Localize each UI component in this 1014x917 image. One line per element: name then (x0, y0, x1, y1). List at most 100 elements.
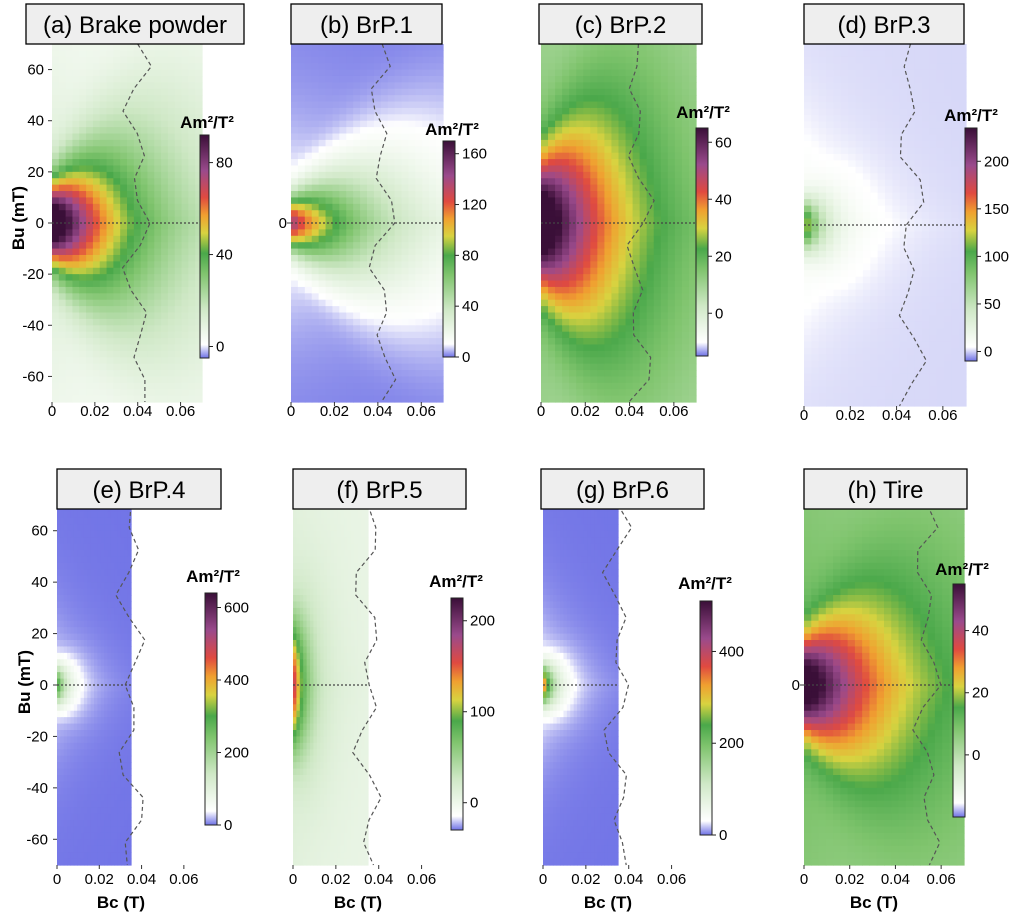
heatmap-cell (147, 344, 155, 352)
heatmap-cell (174, 223, 183, 230)
heatmap-cell (646, 242, 655, 250)
heatmap-cell (291, 159, 299, 167)
heatmap-cell (181, 293, 189, 301)
heatmap-cell (394, 152, 403, 160)
heatmap-cell (436, 306, 444, 314)
heatmap-cell (840, 250, 849, 258)
heatmap-cell (367, 254, 375, 262)
heatmap-cell (632, 280, 641, 288)
heatmap-cell (387, 274, 396, 282)
heatmap-cell (127, 75, 135, 83)
heatmap-cell (840, 205, 849, 213)
heatmap-cell (590, 69, 598, 77)
heatmap-cell (811, 50, 820, 58)
heatmap-cell (127, 229, 135, 237)
heatmap-cell (86, 139, 94, 147)
heatmap-cell (688, 216, 697, 224)
heatmap-cell (921, 399, 930, 407)
heatmap-cell (113, 312, 121, 320)
heatmap-cell (632, 395, 641, 403)
heatmap-cell (181, 223, 189, 230)
heatmap-cell (576, 395, 584, 403)
heatmap-cell (590, 203, 598, 211)
heatmap-cell (862, 121, 871, 129)
heatmap-cell (181, 82, 189, 90)
heatmap-cell (167, 88, 176, 96)
heatmap-cell (541, 254, 549, 262)
heatmap-cell (804, 128, 812, 136)
heatmap-cell (818, 82, 827, 90)
heatmap-cell (555, 376, 563, 384)
heatmap-cell (611, 331, 620, 339)
heatmap-cell (181, 312, 189, 320)
heatmap-cell (840, 160, 849, 168)
heatmap-cell (907, 263, 916, 271)
heatmap-cell (408, 133, 416, 141)
heatmap-cell (576, 197, 584, 205)
heatmap-cell (332, 152, 340, 160)
heatmap-cell (943, 244, 952, 252)
heatmap-cell (291, 223, 299, 230)
heatmap-cell (120, 382, 128, 390)
heatmap-cell (604, 50, 613, 58)
heatmap-cell (195, 331, 203, 339)
heatmap-cell (58, 127, 67, 135)
heatmap-cell (79, 338, 87, 346)
heatmap-cell (147, 171, 155, 179)
heatmap-cell (590, 312, 598, 320)
heatmap-cell (304, 331, 313, 339)
heatmap-cell (113, 338, 121, 346)
heatmap-cell (140, 114, 149, 122)
heatmap-cell (167, 191, 176, 199)
heatmap-cell (58, 88, 67, 96)
heatmap-cell (804, 399, 812, 407)
heatmap-cell (188, 139, 196, 147)
heatmap-cell (611, 350, 620, 358)
heatmap-cell (892, 302, 901, 310)
heatmap-cell (332, 254, 340, 262)
heatmap-cell (380, 261, 389, 269)
heatmap-cell (804, 69, 812, 77)
heatmap-cell (174, 133, 183, 141)
heatmap-cell (161, 159, 169, 167)
heatmap-cell (401, 95, 410, 103)
heatmap-cell (360, 344, 368, 352)
heatmap-cell (318, 101, 327, 109)
heatmap-cell (367, 88, 375, 96)
heatmap-cell (907, 212, 916, 220)
heatmap-cell (429, 248, 437, 256)
heatmap-cell (618, 267, 627, 275)
heatmap-cell (127, 331, 135, 339)
heatmap-cell (914, 199, 923, 207)
heatmap-cell (188, 370, 196, 378)
heatmap-cell (58, 267, 67, 275)
heatmap-cell (877, 328, 886, 336)
heatmap-cell (422, 191, 430, 199)
heatmap-cell (188, 382, 196, 390)
heatmap-cell (681, 312, 690, 320)
heatmap-cell (297, 306, 306, 314)
heatmap-cell (311, 370, 320, 378)
heatmap-cell (311, 88, 320, 96)
heatmap-cell (161, 312, 169, 320)
heatmap-cell (688, 127, 697, 135)
heatmap-cell (625, 95, 634, 103)
heatmap-cells (52, 44, 203, 403)
heatmap-cell (291, 395, 299, 403)
heatmap-cell (625, 44, 634, 51)
heatmap-cell (818, 399, 827, 407)
heatmap-cell (804, 309, 812, 317)
heatmap-cell (681, 159, 690, 167)
heatmap-cell (353, 184, 361, 192)
heatmap-cell (914, 328, 923, 336)
heatmap-cell (106, 382, 114, 390)
heatmap-cell (304, 357, 313, 365)
heatmap-cell (154, 274, 162, 282)
heatmap-cell (914, 160, 923, 168)
heatmap-cell (394, 191, 403, 199)
heatmap-cell (373, 395, 382, 403)
heatmap-cell (304, 376, 313, 384)
heatmap-cell (387, 293, 396, 301)
heatmap-cell (415, 242, 423, 250)
heatmap-cell (113, 293, 121, 301)
